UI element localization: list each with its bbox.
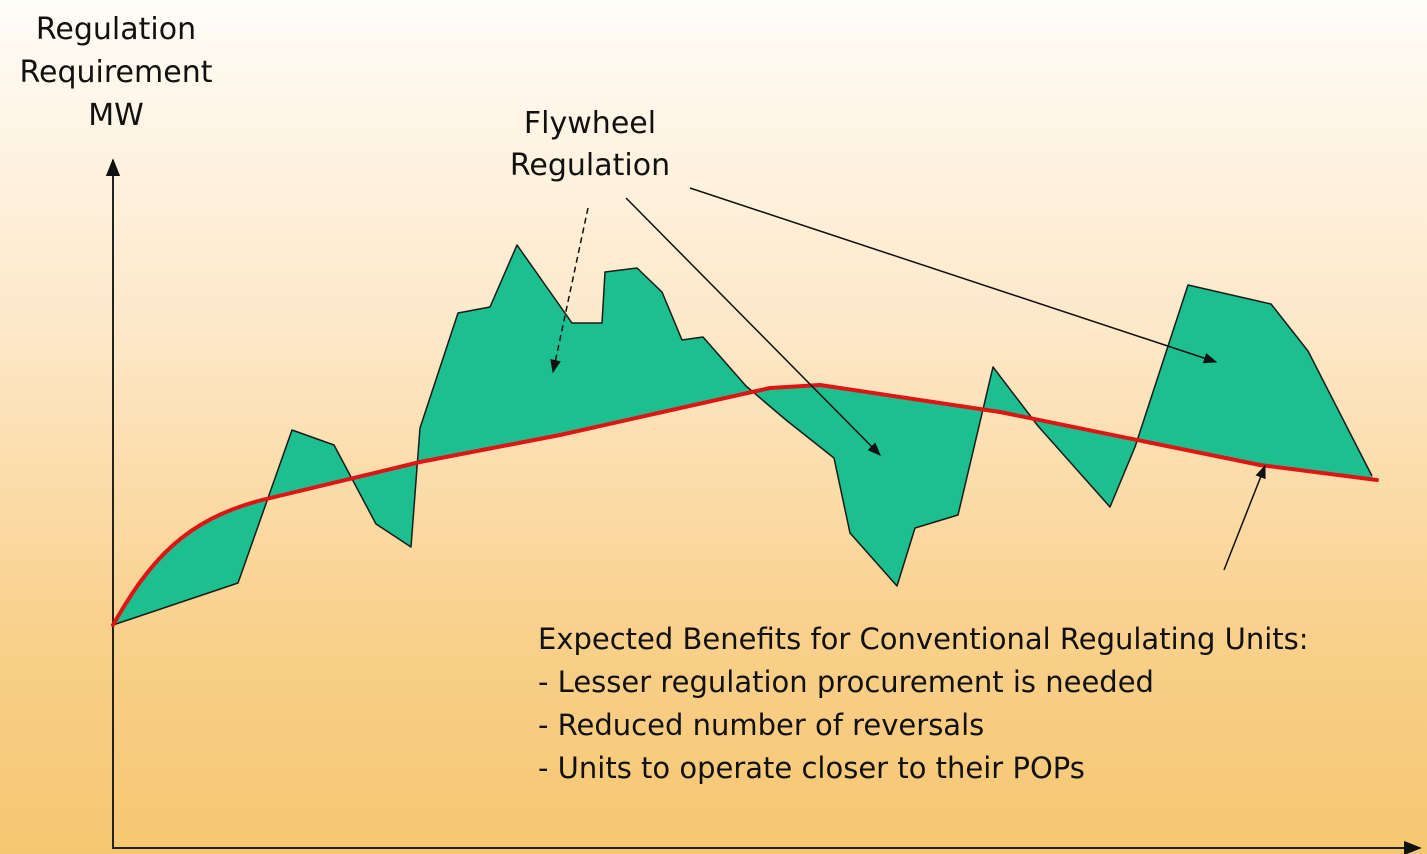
y-axis-label: Regulation Requirement MW — [0, 8, 232, 137]
y-axis-label-line-1: Regulation — [35, 12, 197, 47]
arrow-conventional-line — [1223, 464, 1266, 571]
flywheel-label-line-2: Regulation — [509, 148, 671, 183]
arrow-flywheel-1 — [550, 207, 589, 374]
arrow-flywheel-3 — [689, 187, 1218, 364]
actual-requirement-outline — [112, 244, 1373, 626]
arrow-flywheel-2 — [625, 197, 881, 456]
y-axis-label-line-2: Requirement — [19, 55, 213, 90]
benefit-item: - Lesser regulation procurement is neede… — [538, 665, 1154, 699]
benefit-item: - Units to operate closer to their POPs — [538, 751, 1085, 785]
benefits-heading: Expected Benefits for Conventional Regul… — [538, 622, 1309, 656]
flywheel-regulation-label: Flywheel Regulation — [480, 103, 700, 187]
conventional-regulation-line — [111, 383, 1379, 627]
y-axis-label-line-3: MW — [88, 98, 144, 133]
flywheel-label-line-1: Flywheel — [523, 106, 657, 141]
benefit-item: - Reduced number of reversals — [538, 708, 985, 742]
benefits-text: Expected Benefits for Conventional Regul… — [538, 618, 1309, 790]
